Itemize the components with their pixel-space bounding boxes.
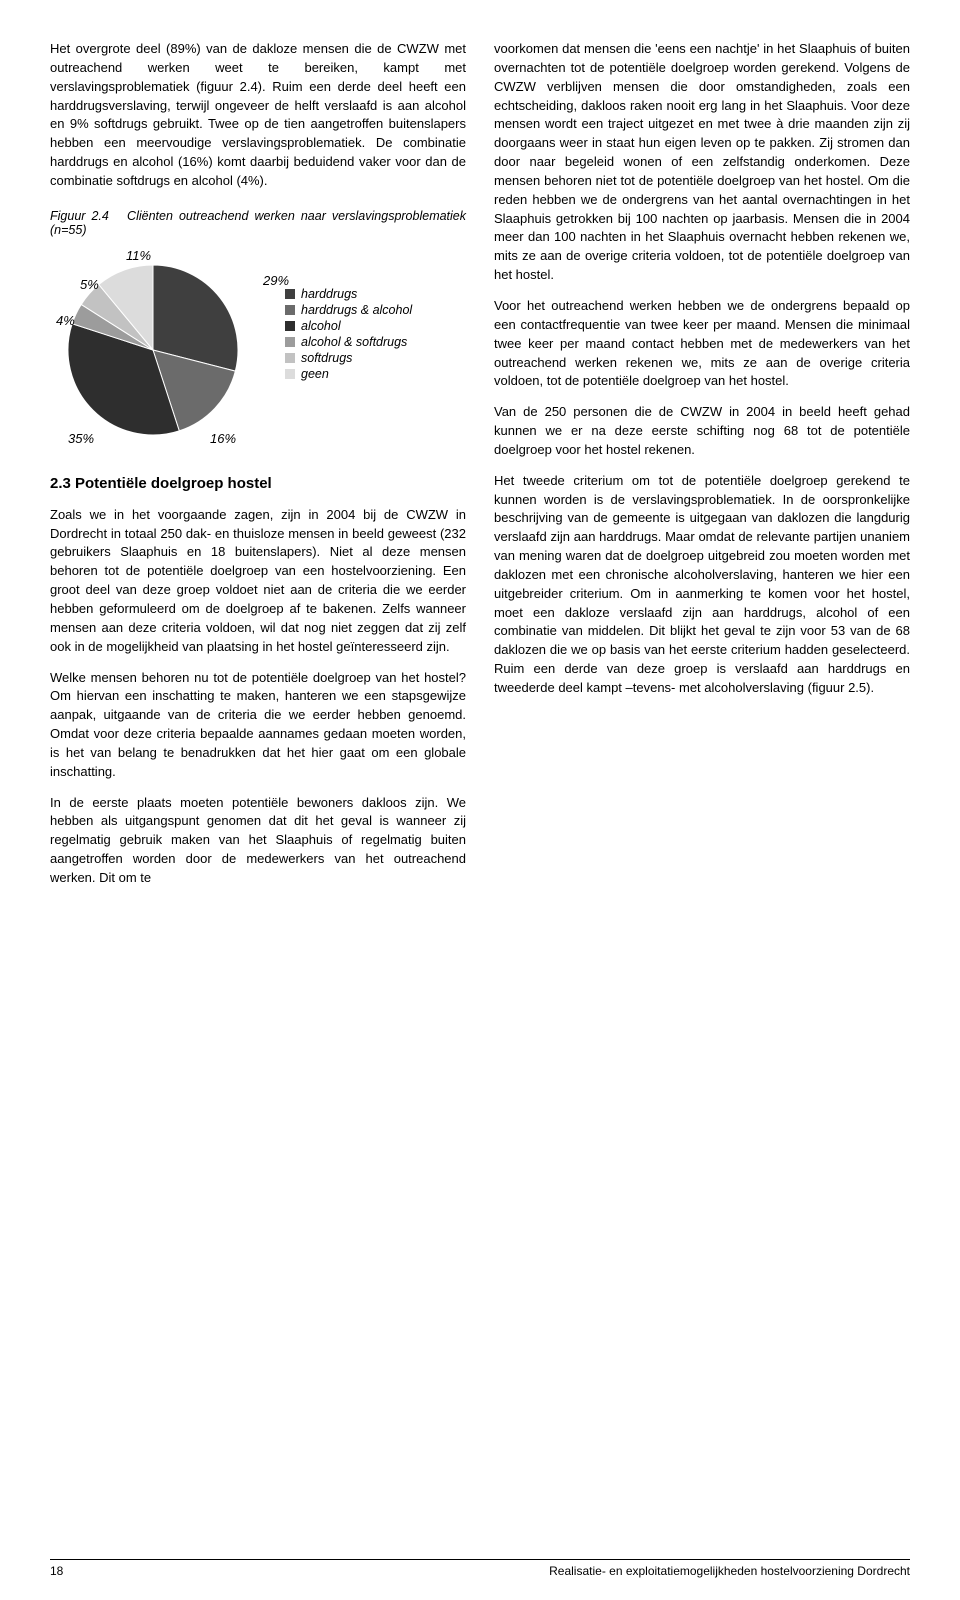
footer-title: Realisatie- en exploitatiemogelijkheden … <box>549 1564 910 1578</box>
legend-label: harddrugs & alcohol <box>301 303 412 317</box>
pie-pct-label: 16% <box>210 431 236 446</box>
legend-item: alcohol & softdrugs <box>285 335 412 349</box>
pie-pct-label: 29% <box>263 273 289 288</box>
para-right-1: voorkomen dat mensen die 'eens een nacht… <box>494 40 910 285</box>
pie-pct-label: 5% <box>80 277 99 292</box>
para-left-4: In de eerste plaats moeten potentiële be… <box>50 794 466 888</box>
left-column: Het overgrote deel (89%) van de dakloze … <box>50 40 466 900</box>
page-footer: 18 Realisatie- en exploitatiemogelijkhed… <box>50 1559 910 1578</box>
pie-chart: harddrugs harddrugs & alcohol alcohol alcoh… <box>50 245 466 455</box>
legend-item: softdrugs <box>285 351 412 365</box>
pie-pct-label: 4% <box>56 313 75 328</box>
legend-item: geen <box>285 367 412 381</box>
pie-pct-label: 11% <box>126 248 151 263</box>
legend-item: harddrugs & alcohol <box>285 303 412 317</box>
figure-num: Figuur 2.4 <box>50 209 109 223</box>
legend-label: softdrugs <box>301 351 352 365</box>
legend-item: alcohol <box>285 319 412 333</box>
para-left-2: Zoals we in het voorgaande zagen, zijn i… <box>50 506 466 657</box>
para-right-2: Voor het outreachend werken hebben we de… <box>494 297 910 391</box>
legend-swatch <box>285 289 295 299</box>
page-number: 18 <box>50 1564 63 1578</box>
legend-swatch <box>285 337 295 347</box>
legend-label: alcohol <box>301 319 341 333</box>
legend-item: harddrugs <box>285 287 412 301</box>
legend-swatch <box>285 305 295 315</box>
chart-legend: harddrugs harddrugs & alcohol alcohol alcoh… <box>285 287 412 383</box>
legend-label: alcohol & softdrugs <box>301 335 407 349</box>
legend-label: geen <box>301 367 329 381</box>
legend-swatch <box>285 369 295 379</box>
para-right-3: Van de 250 personen die de CWZW in 2004 … <box>494 403 910 460</box>
legend-swatch <box>285 321 295 331</box>
figure-title: Cliënten outreachend werken naar verslav… <box>50 209 466 237</box>
para-left-3: Welke mensen behoren nu tot de potentiël… <box>50 669 466 782</box>
figure-caption: Figuur 2.4 Cliënten outreachend werken n… <box>50 209 466 237</box>
legend-swatch <box>285 353 295 363</box>
section-heading: 2.3 Potentiële doelgroep hostel <box>50 475 466 492</box>
para-left-1: Het overgrote deel (89%) van de dakloze … <box>50 40 466 191</box>
para-right-4: Het tweede criterium om tot de potentiël… <box>494 472 910 698</box>
legend-label: harddrugs <box>301 287 357 301</box>
pie-pct-label: 35% <box>68 431 94 446</box>
right-column: voorkomen dat mensen die 'eens een nacht… <box>494 40 910 900</box>
